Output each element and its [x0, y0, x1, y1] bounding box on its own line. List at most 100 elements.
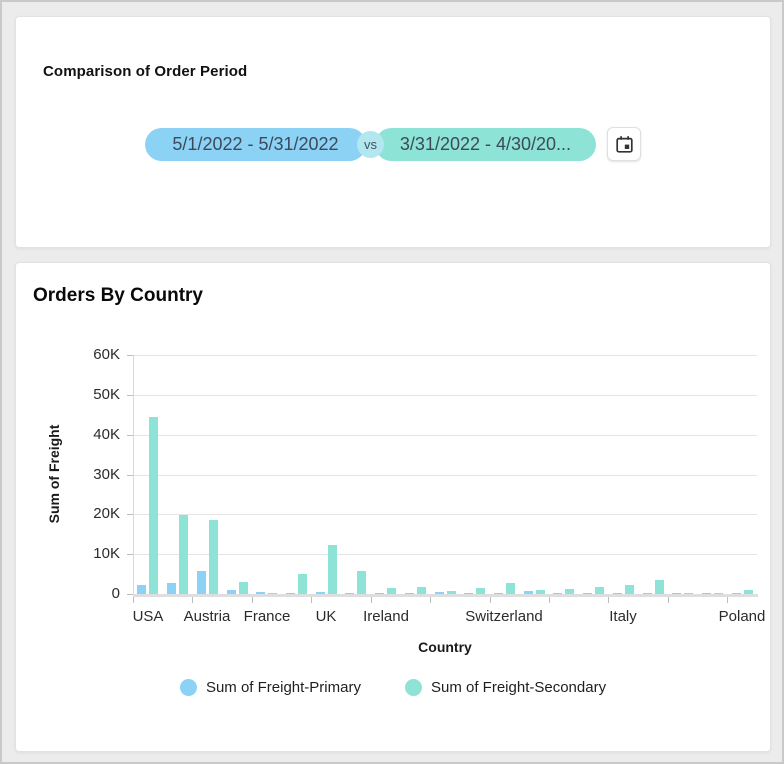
bar-primary-group-19[interactable]	[672, 593, 681, 594]
x-tick-label-switzerland: Switzerland	[465, 608, 543, 625]
bar-secondary-group-7[interactable]	[328, 545, 337, 594]
x-axis-tick	[371, 597, 372, 603]
x-axis-tick	[252, 597, 253, 603]
y-gridline	[133, 435, 757, 436]
y-gridline	[133, 554, 757, 555]
bar-secondary-group-11[interactable]	[447, 591, 456, 594]
bar-primary-group-11[interactable]	[435, 592, 444, 594]
y-tick-label: 0	[111, 585, 120, 602]
bar-secondary-group-12[interactable]	[476, 588, 485, 594]
bar-secondary-group-10[interactable]	[417, 587, 426, 594]
y-tick-label: 20K	[93, 505, 120, 522]
y-gridline	[133, 355, 757, 356]
orders-by-country-chart: Sum of Freight Country Sum of Freight-Pr…	[16, 263, 770, 751]
bar-primary-group-18[interactable]	[643, 593, 652, 594]
bar-primary-group-20[interactable]	[702, 593, 711, 594]
bar-primary-group-2[interactable]	[167, 583, 176, 594]
chart-title: Orders By Country	[33, 285, 203, 306]
x-axis-tick	[192, 597, 193, 603]
x-axis-tick	[727, 597, 728, 603]
bar-secondary-group-4[interactable]	[239, 582, 248, 594]
y-tick-label: 40K	[93, 426, 120, 443]
legend-marker-primary-icon	[179, 679, 197, 696]
y-tick-label: 10K	[93, 545, 120, 562]
bar-secondary-group-2[interactable]	[179, 515, 188, 594]
comparison-card-title: Comparison of Order Period	[43, 63, 248, 80]
calendar-icon	[615, 135, 633, 153]
bar-secondary-group-1[interactable]	[149, 417, 158, 594]
bar-primary-group-9[interactable]	[375, 593, 384, 594]
bar-primary-group-12[interactable]	[464, 593, 473, 594]
bar-secondary-group-16[interactable]	[595, 587, 604, 594]
x-axis-line	[133, 594, 758, 597]
y-axis-tick	[127, 554, 133, 555]
x-tick-label-uk: UK	[315, 608, 337, 625]
x-axis-tick	[490, 597, 491, 603]
x-axis-title: Country	[418, 639, 472, 655]
bar-secondary-group-21[interactable]	[744, 590, 753, 594]
bar-primary-group-6[interactable]	[286, 593, 295, 594]
x-tick-label-usa: USA	[132, 608, 164, 625]
x-tick-label-austria: Austria	[183, 608, 231, 625]
bar-primary-group-4[interactable]	[227, 590, 236, 594]
legend-marker-secondary-icon	[404, 679, 422, 696]
x-axis-tick	[133, 597, 134, 603]
y-gridline	[133, 395, 757, 396]
primary-date-range-pill[interactable]: 5/1/2022 - 5/31/2022	[145, 127, 366, 161]
y-tick-label: 50K	[93, 386, 120, 403]
orders-by-country-card: Orders By Country Sum of Freight Country…	[15, 262, 771, 752]
y-axis-tick	[127, 355, 133, 356]
y-tick-label: 30K	[93, 466, 120, 483]
chart-legend: Sum of Freight-Primary Sum of Freight-Sec…	[16, 679, 770, 696]
y-axis-tick	[127, 514, 133, 515]
bar-secondary-group-9[interactable]	[387, 588, 396, 594]
bar-primary-group-5[interactable]	[256, 592, 265, 594]
y-axis-tick	[127, 395, 133, 396]
legend-item-secondary[interactable]: Sum of Freight-Secondary	[404, 679, 607, 696]
x-axis-tick	[430, 597, 431, 603]
bar-secondary-group-15[interactable]	[565, 589, 574, 594]
bar-primary-group-13[interactable]	[494, 593, 503, 594]
bar-secondary-group-8[interactable]	[357, 571, 366, 594]
bar-primary-group-10[interactable]	[405, 593, 414, 594]
bar-secondary-group-5[interactable]	[268, 593, 277, 594]
comparison-card: Comparison of Order Period 5/1/2022 - 5/…	[15, 16, 771, 248]
legend-label: Sum of Freight-Secondary	[430, 679, 607, 696]
date-range-comparison-picker: 5/1/2022 - 5/31/2022 vs 3/31/2022 - 4/30…	[16, 127, 770, 161]
bar-secondary-group-17[interactable]	[625, 585, 634, 594]
y-gridline	[133, 514, 757, 515]
bar-secondary-group-13[interactable]	[506, 583, 515, 594]
bar-secondary-group-18[interactable]	[655, 580, 664, 594]
bar-primary-group-8[interactable]	[345, 593, 354, 594]
bar-secondary-group-3[interactable]	[209, 520, 218, 594]
y-gridline	[133, 475, 757, 476]
bar-secondary-group-19[interactable]	[684, 593, 693, 594]
bar-primary-group-16[interactable]	[583, 593, 592, 594]
bar-primary-group-1[interactable]	[137, 585, 146, 594]
y-axis-tick	[127, 594, 133, 595]
legend-item-primary[interactable]: Sum of Freight-Primary	[179, 679, 361, 696]
bar-secondary-group-20[interactable]	[714, 593, 723, 594]
bar-primary-group-15[interactable]	[553, 593, 562, 594]
y-axis-tick	[127, 475, 133, 476]
bar-secondary-group-6[interactable]	[298, 574, 307, 594]
bar-primary-group-7[interactable]	[316, 592, 325, 594]
x-tick-label-italy: Italy	[609, 608, 637, 625]
y-axis-tick	[127, 435, 133, 436]
bar-primary-group-17[interactable]	[613, 593, 622, 594]
bar-primary-group-14[interactable]	[524, 591, 533, 594]
x-tick-label-poland: Poland	[718, 608, 766, 625]
bar-primary-group-3[interactable]	[197, 571, 206, 594]
bar-primary-group-21[interactable]	[732, 593, 741, 594]
x-tick-label-france: France	[243, 608, 291, 625]
x-tick-label-ireland: Ireland	[363, 608, 409, 625]
y-tick-label: 60K	[93, 346, 120, 363]
secondary-date-range-pill[interactable]: 3/31/2022 - 4/30/20...	[375, 127, 596, 161]
bar-secondary-group-14[interactable]	[536, 590, 545, 594]
legend-label: Sum of Freight-Primary	[205, 679, 361, 696]
vs-badge: vs	[357, 130, 384, 158]
x-axis-tick	[608, 597, 609, 603]
calendar-button[interactable]	[607, 127, 641, 161]
x-axis-tick	[668, 597, 669, 603]
